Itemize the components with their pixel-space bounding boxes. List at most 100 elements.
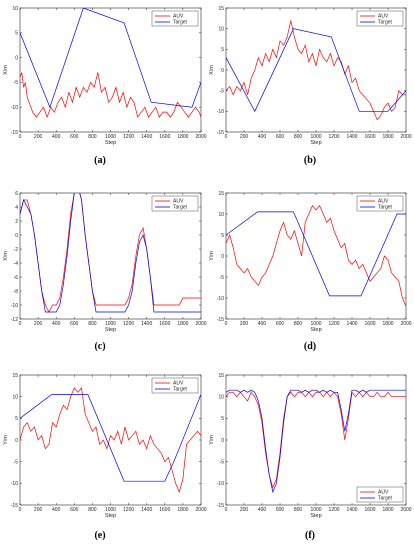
x-axis-label: Step [310, 327, 321, 333]
y-tick-label: -10 [217, 296, 224, 302]
series-line-target [226, 211, 406, 297]
x-tick-label: 200 [34, 134, 43, 140]
x-tick-label: 1200 [123, 321, 134, 327]
y-tick-label: -15 [11, 130, 18, 136]
x-tick-label: 2000 [400, 321, 411, 327]
series-line-auv [226, 391, 406, 489]
y-tick-label: 2 [15, 219, 18, 225]
x-tick-label: 1400 [346, 321, 357, 327]
x-tick-label: 400 [258, 134, 267, 140]
series-line-target [20, 193, 201, 313]
y-tick-label: 15 [218, 6, 224, 12]
x-tick-label: 1800 [177, 507, 188, 513]
y-tick-label: 0 [221, 68, 224, 74]
y-tick-label: 10 [218, 212, 224, 218]
panel-caption: (e) [94, 530, 105, 541]
panel-f: 0 200 400 600 800 1000 1200 1400 1600 1800 2000 -15… [209, 373, 412, 541]
x-tick-label: 1600 [364, 134, 375, 140]
y-tick-label: -15 [11, 503, 18, 509]
x-tick-label: 400 [52, 134, 61, 140]
y-tick-label: -10 [11, 303, 18, 309]
x-tick-label: 400 [52, 507, 61, 513]
legend-label: Target [378, 205, 393, 211]
x-tick-label: 0 [225, 507, 228, 513]
x-tick-label: 0 [19, 507, 22, 513]
x-tick-label: 1000 [310, 321, 321, 327]
y-tick-label: 0 [15, 55, 18, 61]
y-axis-label: X/m [209, 65, 215, 75]
x-tick-label: 2000 [195, 507, 206, 513]
x-tick-label: 600 [70, 507, 79, 513]
x-tick-label: 1600 [364, 507, 375, 513]
x-tick-label: 800 [88, 321, 97, 327]
panel-b: 0 200 400 600 800 1000 1200 1400 1600 1800 2000 -15… [209, 6, 412, 166]
plot-area [225, 7, 407, 133]
series-line-target [20, 8, 201, 109]
x-tick-label: 200 [34, 321, 43, 327]
y-tick-label: -15 [217, 317, 224, 323]
x-tick-label: 1000 [310, 134, 321, 140]
legend-label: AUV [173, 381, 184, 387]
x-tick-label: 1200 [123, 134, 134, 140]
plot-area [19, 7, 202, 133]
x-axis-label: Step [310, 513, 321, 519]
y-tick-label: -2 [14, 247, 19, 253]
x-tick-label: 1800 [382, 507, 393, 513]
legend-label: AUV [173, 14, 184, 20]
series-line-auv [226, 204, 406, 307]
x-tick-label: 1200 [328, 507, 339, 513]
y-tick-label: 15 [12, 373, 18, 379]
y-tick-label: -10 [217, 109, 224, 115]
legend-label: Target [378, 496, 393, 502]
series-line-target [226, 389, 406, 494]
x-tick-label: 600 [276, 321, 285, 327]
x-tick-label: 1600 [159, 134, 170, 140]
x-tick-label: 800 [294, 321, 303, 327]
y-tick-label: -6 [14, 275, 19, 281]
y-tick-label: 4 [15, 205, 18, 211]
x-tick-label: 1000 [105, 134, 116, 140]
panel-c: 0 200 400 600 800 1000 1200 1400 1600 1800 2000 -12… [3, 191, 207, 352]
plot-area [19, 192, 202, 320]
y-tick-label: 10 [218, 26, 224, 32]
y-tick-label: 5 [221, 233, 224, 239]
panel-caption: (d) [304, 341, 316, 352]
y-tick-label: 5 [221, 416, 224, 422]
x-axis-label: Step [105, 513, 116, 519]
x-tick-label: 1200 [328, 134, 339, 140]
x-axis-label: Step [105, 140, 116, 146]
legend-label: AUV [378, 199, 389, 205]
x-tick-label: 1400 [141, 321, 152, 327]
x-tick-label: 1600 [159, 321, 170, 327]
y-tick-label: -15 [217, 130, 224, 136]
x-tick-label: 1200 [328, 321, 339, 327]
panel-caption: (a) [94, 155, 106, 166]
y-tick-label: 6 [15, 191, 18, 197]
series-line-auv [20, 193, 201, 313]
x-tick-label: 800 [294, 507, 303, 513]
x-tick-label: 0 [19, 134, 22, 140]
x-tick-label: 2000 [195, 134, 206, 140]
y-tick-label: 15 [218, 191, 224, 197]
plot-area [19, 374, 202, 506]
x-tick-label: 1400 [141, 507, 152, 513]
x-tick-label: 600 [70, 134, 79, 140]
x-tick-label: 600 [276, 507, 285, 513]
y-axis-label: Y/m [209, 251, 215, 261]
x-tick-label: 2000 [195, 321, 206, 327]
x-axis-label: Step [105, 327, 116, 333]
x-tick-label: 400 [52, 321, 61, 327]
y-tick-label: 15 [218, 373, 224, 379]
x-tick-label: 800 [88, 507, 97, 513]
y-tick-label: -5 [14, 80, 19, 86]
panel-caption: (b) [304, 155, 316, 166]
y-tick-label: 10 [12, 394, 18, 400]
plot-area [225, 192, 407, 320]
x-tick-label: 1000 [105, 507, 116, 513]
x-tick-label: 800 [294, 134, 303, 140]
y-tick-label: 0 [15, 233, 18, 239]
y-tick-label: 0 [15, 438, 18, 444]
x-axis-label: Step [310, 140, 321, 146]
x-tick-label: 800 [88, 134, 97, 140]
